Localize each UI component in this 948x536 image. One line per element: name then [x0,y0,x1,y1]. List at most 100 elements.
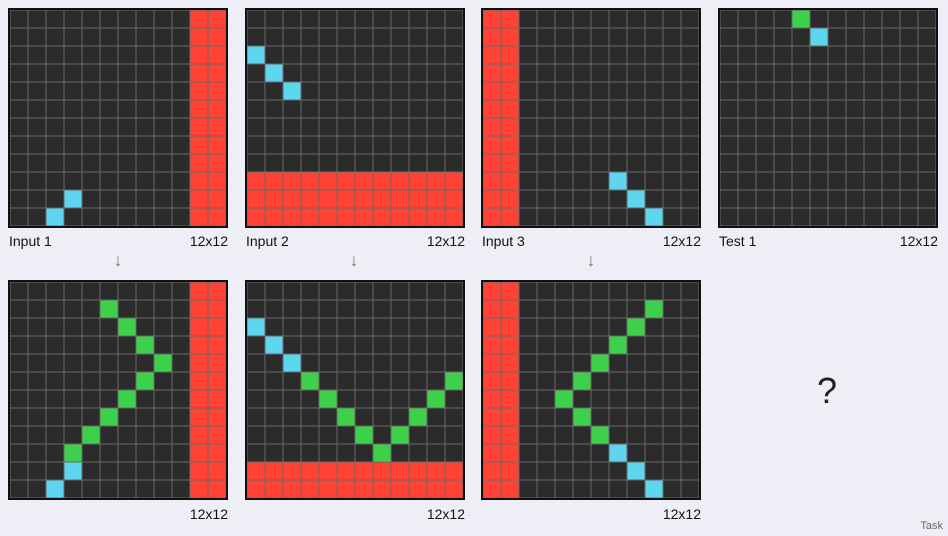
grid-cell [118,46,136,64]
grid-cell [154,172,172,190]
grid-cell [720,100,738,118]
grid-cell [573,46,591,64]
grid-cell [627,354,645,372]
grid-cell [373,154,391,172]
grid-cell [154,318,172,336]
grid-cell [136,190,154,208]
grid-cell [319,118,337,136]
grid-cell [10,300,28,318]
grid-cell [100,480,118,498]
grid-cell [301,154,319,172]
grid-cell [918,46,936,64]
grid-cell [792,10,810,28]
grid-cell [136,462,154,480]
grid-cell [247,136,265,154]
input-size-2: 12x12 [426,233,465,249]
grid-cell [355,64,373,82]
grid-cell [846,82,864,100]
grid-cell [28,480,46,498]
grid-cell [900,46,918,64]
grid-cell [118,282,136,300]
grid-cell [283,408,301,426]
grid-cell [82,46,100,64]
grid-cell [319,100,337,118]
grid-cell [100,462,118,480]
grid-cell [445,154,463,172]
grid-cell [591,408,609,426]
grid-cell [645,64,663,82]
grid-cell [681,480,699,498]
grid-cell [501,390,519,408]
grid-cell [573,354,591,372]
grid-cell [573,372,591,390]
grid-cell [774,190,792,208]
grid-cell [591,10,609,28]
grid-cell [373,480,391,498]
grid-cell [391,136,409,154]
grid-cell [118,154,136,172]
grid-cell [355,28,373,46]
grid-cell [573,426,591,444]
grid-cell [501,10,519,28]
grid-cell [190,336,208,354]
grid-cell [82,300,100,318]
grid-cell [627,300,645,318]
grid-cell [756,10,774,28]
grid-cell [283,426,301,444]
grid-cell [208,444,226,462]
grid-cell [573,390,591,408]
grid-cell [720,190,738,208]
grid-cell [501,408,519,426]
grid-cell [283,318,301,336]
grid-cell [10,136,28,154]
grid-cell [591,426,609,444]
output-size-3: 12x12 [662,506,701,522]
grid-cell [627,390,645,408]
grid-cell [118,336,136,354]
grid-cell [720,10,738,28]
grid-cell [555,190,573,208]
grid-cell [283,190,301,208]
grid-cell [663,46,681,64]
grid-cell [792,190,810,208]
grid-cell [118,372,136,390]
grid-cell [208,408,226,426]
grid-cell [46,208,64,226]
grid-cell [136,136,154,154]
grid-cell [82,390,100,408]
grid-cell [483,136,501,154]
grid-cell [501,282,519,300]
grid-cell [28,190,46,208]
grid-cell [265,118,283,136]
grid-cell [427,64,445,82]
grid-cell [136,46,154,64]
grid-cell [846,208,864,226]
grid-cell [100,372,118,390]
input-grid-1 [8,8,228,228]
grid-cell [136,28,154,46]
grid-cell [756,64,774,82]
grid-cell [427,172,445,190]
grid-cell [573,208,591,226]
grid-cell [46,444,64,462]
down-arrow-icon: ↓ [349,250,359,270]
grid-cell [46,46,64,64]
grid-cell [900,208,918,226]
grid-cell [265,100,283,118]
grid-cell [64,28,82,46]
grid-cell [337,390,355,408]
grid-cell [172,426,190,444]
input-size-3: 12x12 [662,233,701,249]
grid-cell [154,28,172,46]
grid-cell [864,46,882,64]
grid-cell [663,118,681,136]
grid-cell [355,100,373,118]
grid-cell [663,154,681,172]
grid-cell [208,372,226,390]
grid-cell [573,408,591,426]
grid-cell [265,136,283,154]
grid-cell [355,10,373,28]
grid-cell [373,336,391,354]
grid-cell [64,444,82,462]
grid-cell [918,10,936,28]
